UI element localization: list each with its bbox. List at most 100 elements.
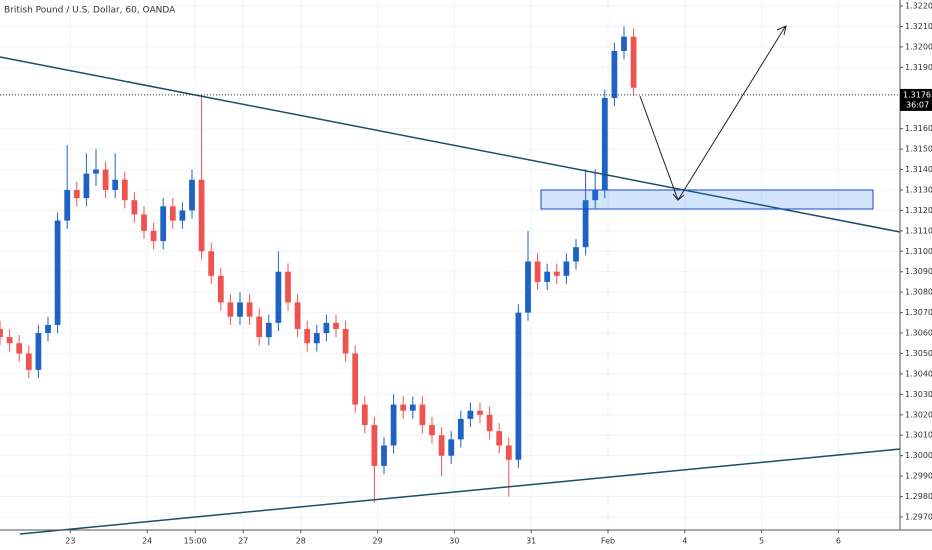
y-tick-label: 1.32100 <box>905 22 932 31</box>
candle-body <box>275 271 282 323</box>
candle-body <box>208 251 215 276</box>
x-tick-label: 4 <box>682 537 687 546</box>
candle-body <box>525 261 531 313</box>
y-tick-label: 1.29900 <box>905 472 932 481</box>
projection-arrow <box>639 26 786 202</box>
candle-body <box>563 261 570 276</box>
y-tick-label: 1.31300 <box>905 185 932 194</box>
candle-body <box>64 189 71 221</box>
drawings <box>0 25 901 535</box>
candle-body <box>381 445 387 466</box>
candle-body <box>227 302 234 317</box>
candle-body <box>486 414 493 432</box>
candle-body <box>6 337 13 344</box>
y-tick-label: 1.29800 <box>905 492 932 501</box>
candle-body <box>256 316 263 338</box>
arrow-head <box>672 193 685 201</box>
candle-body <box>93 169 99 174</box>
candle-body <box>448 439 455 456</box>
trend-line <box>19 448 901 535</box>
x-tick-label: 6 <box>836 537 841 546</box>
candle-body <box>169 206 176 221</box>
candle-body <box>630 36 637 88</box>
y-tick-label: 1.31000 <box>905 247 932 256</box>
candle-body <box>534 261 541 282</box>
candle-body <box>477 410 483 415</box>
grid <box>0 0 900 530</box>
y-tick-label: 1.31900 <box>905 63 932 72</box>
y-tick-label: 1.31400 <box>905 165 932 174</box>
y-tick-label: 1.29700 <box>905 513 932 522</box>
candle-body <box>16 343 23 354</box>
x-tick-label: 15:00 <box>184 537 207 546</box>
y-tick-label: 1.30700 <box>905 308 932 317</box>
x-tick-label: 23 <box>65 537 75 546</box>
candle-body <box>35 333 42 370</box>
candles <box>0 26 637 503</box>
candle-body <box>409 404 416 411</box>
candle-body <box>371 425 378 466</box>
candle-body <box>54 220 61 325</box>
y-tick-label: 1.30400 <box>905 369 932 378</box>
arrow-head <box>776 25 787 36</box>
y-tick-label: 1.31200 <box>905 206 932 215</box>
x-tick-label: 27 <box>238 537 248 546</box>
y-tick-label: 1.30200 <box>905 410 932 419</box>
candle-body <box>102 169 109 190</box>
candle-body <box>246 302 253 317</box>
y-tick-label: 1.31100 <box>905 226 932 235</box>
candle-body <box>419 404 426 426</box>
candle-body <box>25 353 32 370</box>
x-tick-label: 30 <box>449 537 459 546</box>
candle-body <box>179 210 186 221</box>
candle-body <box>294 302 301 329</box>
candle-body <box>515 312 522 460</box>
candle-body <box>285 271 291 303</box>
y-tick-label: 1.30100 <box>905 431 932 440</box>
candle-body <box>400 404 407 411</box>
y-tick-label: 1.32200 <box>905 2 932 11</box>
candle-body <box>150 230 157 242</box>
zone <box>540 189 874 210</box>
candle-body <box>621 36 627 51</box>
candle-body <box>467 410 474 419</box>
candle-body <box>361 404 368 426</box>
y-tick-label: 1.30800 <box>905 288 932 297</box>
x-tick-label: 28 <box>296 537 306 546</box>
candle-body <box>323 322 330 334</box>
candle-body <box>553 271 560 276</box>
last-price-label: 1.31765 <box>903 90 932 99</box>
candle-body <box>121 179 128 201</box>
last-price-box <box>900 88 932 111</box>
candle-body <box>438 435 445 456</box>
candle-body <box>611 50 618 98</box>
candle-body <box>189 179 195 211</box>
y-tick-label: 1.31600 <box>905 124 932 133</box>
candle-body <box>601 97 608 190</box>
candle-body <box>237 302 243 317</box>
x-tick-label: 5 <box>759 537 764 546</box>
candle-body <box>573 247 579 262</box>
y-tick-label: 1.31500 <box>905 145 932 154</box>
x-tick-label: 24 <box>142 537 152 546</box>
x-tick-label: 29 <box>373 537 383 546</box>
candle-body <box>390 404 397 446</box>
candle-body <box>429 425 435 436</box>
candle-body <box>131 200 138 215</box>
trend-line <box>0 56 901 233</box>
candle-body <box>457 418 464 440</box>
candle-body <box>83 173 90 199</box>
countdown-label: 36:07 <box>906 100 929 109</box>
y-tick-label: 1.30900 <box>905 267 932 276</box>
candle-body <box>217 275 224 303</box>
candle-body <box>73 189 80 199</box>
candle-body <box>304 328 311 344</box>
candle-body <box>141 214 147 231</box>
y-tick-label: 1.32000 <box>905 42 932 51</box>
y-tick-label: 1.30500 <box>905 349 932 358</box>
candle-body <box>198 179 205 252</box>
candle-body <box>333 322 339 329</box>
y-tick-label: 1.30000 <box>905 451 932 460</box>
